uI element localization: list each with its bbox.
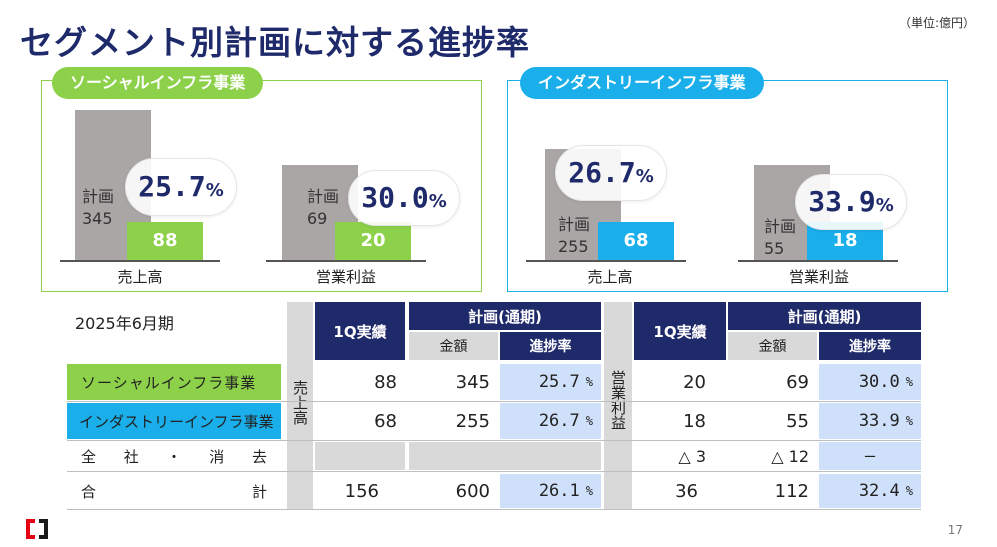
cell-elimination-op-plan: △ 12: [771, 446, 809, 466]
cell-industry-sales-plan: 255: [455, 410, 490, 432]
cell-elimination-sales-empty: [409, 442, 601, 470]
row-divider: [67, 440, 921, 441]
row-label-total: 合 計: [81, 482, 267, 501]
chart2-sales-axis: [526, 260, 686, 262]
bar-actual-label: 88: [152, 229, 178, 251]
social-infra-pill: ソーシャルインフラ事業: [52, 67, 264, 99]
header-plan-op: 計画(通期): [728, 302, 921, 330]
cell-social-sales-rate: 25.7%: [500, 364, 601, 400]
chart2-op-axis: [738, 260, 898, 262]
chart1-op-axis: [266, 260, 426, 262]
cell-elimination-op-rate: —: [819, 442, 921, 470]
progress-bubble-social-op: 30.0%: [348, 170, 460, 226]
row-divider: [67, 509, 921, 510]
progress-bubble-industry-sales: 26.7%: [555, 145, 667, 201]
cell-total-op-plan: 112: [774, 480, 809, 502]
cell-elimination-sales-empty: [315, 442, 405, 470]
row-label-social: ソーシャルインフラ事業: [67, 364, 281, 400]
progress-bubble-social-sales: 25.7%: [125, 158, 237, 216]
plan-label-industry-op: 計画 55: [764, 217, 797, 258]
plan-value: 345: [82, 209, 113, 228]
subheader-amount-op: 金額: [728, 332, 817, 360]
plan-label-social-sales: 計画 345: [82, 187, 115, 228]
cell-industry-op-rate: 33.9%: [819, 403, 921, 439]
page-number: 17: [947, 523, 963, 537]
chart1-sales-axis: [60, 260, 220, 262]
cell-social-op-plan: 69: [786, 371, 809, 393]
industry-infra-pill: インダストリーインフラ事業: [520, 67, 764, 99]
cell-total-sales-plan: 600: [455, 480, 490, 502]
category-op: 営業利益: [315, 268, 376, 286]
plan-label-industry-sales: 計画 255: [558, 215, 591, 256]
row-label-industry: インダストリーインフラ事業: [67, 403, 281, 439]
cell-total-sales-actual: 156: [344, 480, 379, 502]
bar-actual-industry-sales: 68: [598, 222, 674, 260]
period-label: 2025年6月期: [75, 314, 174, 333]
cell-total-op-rate: 32.4%: [819, 474, 921, 508]
row-label-elimination: 全 社 ・ 消 去: [81, 447, 267, 466]
plan-label-social-op: 計画 69: [307, 187, 340, 228]
sales-vertical-label: 売上高: [291, 380, 309, 425]
subheader-rate-sales: 進捗率: [500, 332, 601, 360]
category-sales: 売上高: [117, 268, 163, 286]
unit-note: （単位:億円）: [898, 16, 975, 30]
subheader-rate-op: 進捗率: [819, 332, 921, 360]
company-logo-icon: [26, 519, 48, 539]
bar-actual-label: 18: [832, 230, 858, 251]
category-sales: 売上高: [587, 268, 633, 286]
cell-total-sales-rate: 26.1%: [500, 474, 601, 508]
bar-actual-social-sales: 88: [127, 221, 203, 260]
plan-value: 255: [558, 237, 589, 256]
row-divider: [67, 471, 921, 472]
cell-social-op-actual: 20: [683, 371, 706, 393]
bar-actual-label: 68: [623, 230, 649, 251]
category-op: 営業利益: [788, 268, 849, 286]
header-plan-sales: 計画(通期): [409, 302, 601, 330]
cell-industry-op-plan: 55: [786, 410, 809, 432]
sales-side-column: [287, 302, 313, 510]
cell-elimination-op-actual: △ 3: [678, 446, 706, 466]
cell-social-sales-plan: 345: [455, 371, 490, 393]
cell-total-op-actual: 36: [675, 480, 698, 502]
cell-industry-op-actual: 18: [683, 410, 706, 432]
bar-actual-social-op: 20: [335, 222, 411, 260]
page-title: セグメント別計画に対する進捗率: [20, 23, 530, 62]
cell-industry-sales-rate: 26.7%: [500, 403, 601, 439]
cell-social-sales-actual: 88: [374, 371, 397, 393]
cell-social-op-rate: 30.0%: [819, 364, 921, 400]
plan-value: 69: [307, 209, 328, 228]
plan-value: 55: [764, 239, 785, 258]
bar-actual-label: 20: [360, 230, 386, 251]
op-vertical-label: 営業利益: [609, 370, 627, 430]
op-side-column: [604, 302, 632, 510]
subheader-amount-sales: 金額: [409, 332, 498, 360]
progress-bubble-industry-op: 33.9%: [795, 174, 907, 230]
cell-industry-sales-actual: 68: [374, 410, 397, 432]
header-1q-actual-op: 1Q実績: [634, 302, 726, 360]
row-divider: [67, 401, 921, 402]
header-1q-actual-sales: 1Q実績: [315, 302, 405, 360]
